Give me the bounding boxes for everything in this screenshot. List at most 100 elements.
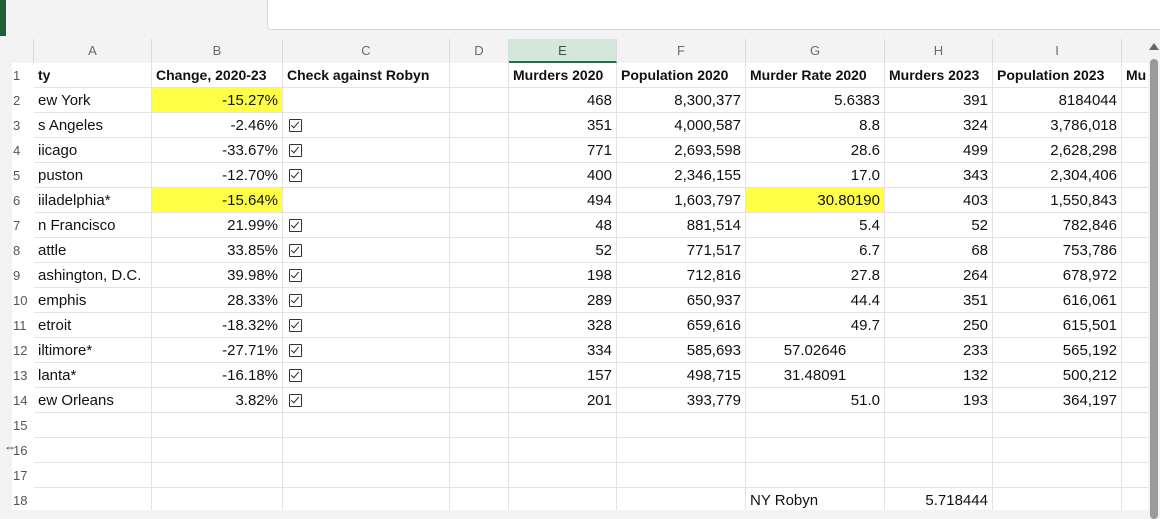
header-cell-g[interactable]: Murder Rate 2020 [746,63,885,88]
cell-a[interactable]: puston [34,163,152,188]
cell-b[interactable] [152,488,283,510]
cell-b[interactable]: -12.70% [152,163,283,188]
checkbox-checked-icon[interactable] [289,343,302,357]
cell-g[interactable]: 5.6383 [746,88,885,113]
cell-e[interactable]: 198 [509,263,617,288]
cell-a[interactable]: etroit [34,313,152,338]
cell-f[interactable]: 881,514 [617,213,746,238]
cell-i[interactable]: 678,972 [993,263,1122,288]
checkbox-checked-icon[interactable] [289,143,302,157]
cell-i[interactable] [993,413,1122,438]
cell-h[interactable]: 233 [885,338,993,363]
select-all-corner[interactable] [12,39,34,63]
cell-f[interactable]: 393,779 [617,388,746,413]
cell-a[interactable]: iltimore* [34,338,152,363]
cell-g[interactable]: 5.4 [746,213,885,238]
header-cell-e[interactable]: Murders 2020 [509,63,617,88]
cell-i[interactable]: 782,846 [993,213,1122,238]
cell-d[interactable] [450,413,509,438]
cell-g[interactable] [746,413,885,438]
row-number[interactable]: 5 [12,163,34,188]
cell-d[interactable] [450,313,509,338]
cell-f[interactable] [617,438,746,463]
formula-input[interactable] [267,0,1160,30]
cell-e[interactable]: 494 [509,188,617,213]
cell-a[interactable]: ashington, D.C. [34,263,152,288]
col-header-g[interactable]: G [746,39,885,63]
cell-i[interactable]: 364,197 [993,388,1122,413]
header-cell-a[interactable]: ty [34,63,152,88]
cell-f[interactable]: 585,693 [617,338,746,363]
cell-i[interactable]: 500,212 [993,363,1122,388]
cell-f[interactable]: 650,937 [617,288,746,313]
header-cell-c[interactable]: Check against Robyn [283,63,450,88]
cell-f[interactable] [617,488,746,510]
row-number[interactable]: 12 [12,338,34,363]
row-number[interactable]: 11 [12,313,34,338]
row-number[interactable]: 3 [12,113,34,138]
cell-h[interactable]: 250 [885,313,993,338]
cell-d[interactable] [450,213,509,238]
cell-b[interactable]: 33.85% [152,238,283,263]
cell-f[interactable]: 659,616 [617,313,746,338]
cell-e[interactable] [509,438,617,463]
cell-h[interactable]: 391 [885,88,993,113]
cell-g[interactable]: NY Robyn [746,488,885,510]
cell-e[interactable]: 351 [509,113,617,138]
cell-d[interactable] [450,288,509,313]
cell-a[interactable] [34,413,152,438]
scroll-thumb[interactable] [1150,59,1158,519]
cell-a[interactable]: iiladelphia* [34,188,152,213]
col-header-b[interactable]: B [152,39,283,63]
cell-g[interactable] [746,438,885,463]
cell-c[interactable] [283,88,450,113]
cell-h[interactable]: 499 [885,138,993,163]
row-number[interactable]: 18 [12,488,34,510]
cell-i[interactable]: 8184044 [993,88,1122,113]
cell-c[interactable] [283,413,450,438]
checkbox-checked-icon[interactable] [289,118,302,132]
cell-c[interactable] [283,138,450,163]
cell-c[interactable] [283,363,450,388]
checkbox-checked-icon[interactable] [289,218,302,232]
cell-c[interactable] [283,463,450,488]
cell-b[interactable] [152,413,283,438]
cell-e[interactable] [509,463,617,488]
cell-f[interactable]: 498,715 [617,363,746,388]
cell-c[interactable] [283,388,450,413]
cell-i[interactable]: 565,192 [993,338,1122,363]
cell-c[interactable] [283,338,450,363]
cell-e[interactable] [509,413,617,438]
checkbox-checked-icon[interactable] [289,268,302,282]
col-header-d[interactable]: D [450,39,509,63]
cell-c[interactable] [283,438,450,463]
cell-g[interactable]: 49.7 [746,313,885,338]
checkbox-checked-icon[interactable] [289,368,302,382]
cell-g[interactable]: 51.0 [746,388,885,413]
cell-e[interactable] [509,488,617,510]
cell-d[interactable] [450,388,509,413]
cell-b[interactable]: -16.18% [152,363,283,388]
cell-g[interactable]: 6.7 [746,238,885,263]
cell-i[interactable]: 3,786,018 [993,113,1122,138]
cell-a[interactable]: s Angeles [34,113,152,138]
header-cell-i[interactable]: Population 2023 [993,63,1122,88]
cell-f[interactable]: 712,816 [617,263,746,288]
cell-h[interactable]: 5.718444 [885,488,993,510]
cell-d[interactable] [450,263,509,288]
cell-a[interactable]: ew Orleans [34,388,152,413]
cell-d[interactable] [450,363,509,388]
cell-b[interactable]: -33.67% [152,138,283,163]
cell-a[interactable] [34,438,152,463]
cell-h[interactable]: 264 [885,263,993,288]
cell-h[interactable]: 193 [885,388,993,413]
cell-c[interactable] [283,488,450,510]
cell-i[interactable] [993,438,1122,463]
cell-b[interactable]: 39.98% [152,263,283,288]
row-number[interactable]: 2 [12,88,34,113]
cell-b[interactable]: 3.82% [152,388,283,413]
cell-d[interactable] [450,113,509,138]
cell-i[interactable]: 616,061 [993,288,1122,313]
cell-h[interactable]: 52 [885,213,993,238]
cell-b[interactable]: -15.27% [152,88,283,113]
